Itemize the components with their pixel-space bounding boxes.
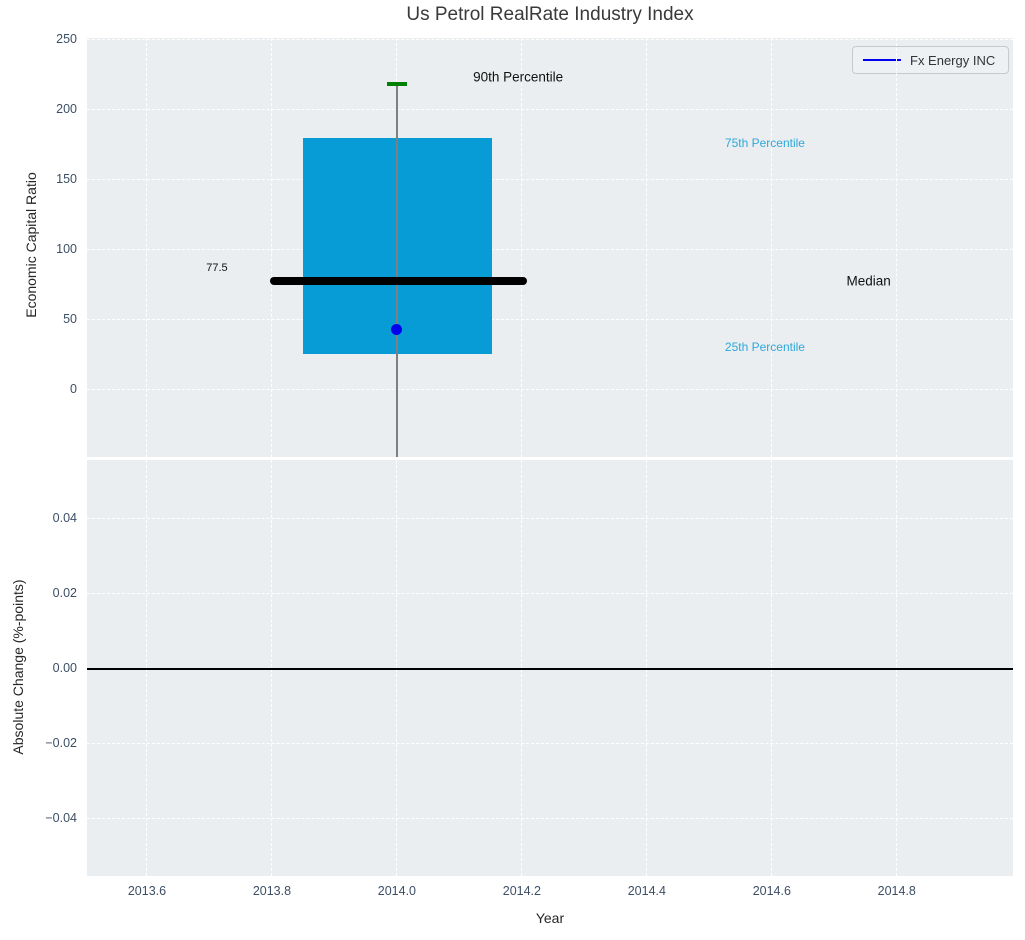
- y-tick-label: −0.02: [45, 735, 77, 750]
- y-tick-label: 0.00: [52, 660, 77, 675]
- legend-label: Fx Energy INC: [910, 52, 996, 68]
- y-tick-label: 0.04: [52, 510, 77, 525]
- y-gridline: [87, 593, 1013, 595]
- x-gridline: [771, 38, 773, 457]
- y-tick-label: 0: [70, 381, 77, 396]
- x-tick-label: 2014.2: [502, 884, 541, 898]
- y-tick-label: −0.04: [45, 810, 77, 825]
- percentile-90-cap: [386, 82, 407, 86]
- legend: Fx Energy INC: [852, 46, 1009, 74]
- y-tick-label: 150: [56, 171, 77, 186]
- x-tick-label: 2013.6: [127, 884, 167, 898]
- x-gridline: [896, 38, 898, 457]
- whisker-line: [396, 84, 398, 457]
- top-plot-area: [87, 38, 1013, 457]
- y-gridline: [87, 518, 1013, 520]
- x-gridline: [146, 38, 148, 457]
- zero-line: [87, 667, 1013, 670]
- median-value-label: 77.5: [206, 262, 228, 275]
- x-gridline: [646, 38, 648, 457]
- y-gridline: [87, 319, 1013, 321]
- y-gridline: [87, 109, 1013, 111]
- x-tick-label: 2014.6: [752, 884, 791, 898]
- median-label: Median: [846, 273, 891, 289]
- y-gridline: [87, 39, 1013, 41]
- y-tick-label: 50: [63, 311, 77, 326]
- y-tick-label: 0.02: [52, 585, 77, 600]
- y-gridline: [87, 818, 1013, 820]
- legend-line-sample: [863, 58, 901, 62]
- 75th-percentile-label: 75th Percentile: [724, 135, 805, 150]
- x-gridline: [271, 38, 273, 457]
- 90th-percentile-label: 90th Percentile: [473, 69, 564, 85]
- y-tick-label: 250: [56, 31, 77, 46]
- 25th-percentile-label: 25th Percentile: [724, 340, 805, 355]
- company-data-point: [391, 324, 403, 336]
- y-gridline: [87, 389, 1013, 391]
- x-tick-label: 2014.8: [877, 884, 916, 898]
- x-tick-label: 2013.8: [252, 884, 292, 898]
- x-tick-label: 2014.4: [627, 884, 666, 898]
- median-line: [270, 277, 527, 286]
- x-tick-label: 2014.0: [377, 884, 417, 898]
- y-gridline: [87, 179, 1013, 181]
- y-gridline: [87, 743, 1013, 745]
- x-gridline: [521, 38, 523, 457]
- y-tick-label: 100: [56, 241, 77, 256]
- chart-title: Us Petrol RealRate Industry Index: [406, 4, 694, 25]
- x-axis-label: Year: [535, 910, 565, 926]
- y-gridline: [87, 249, 1013, 251]
- y-tick-label: 200: [56, 101, 77, 116]
